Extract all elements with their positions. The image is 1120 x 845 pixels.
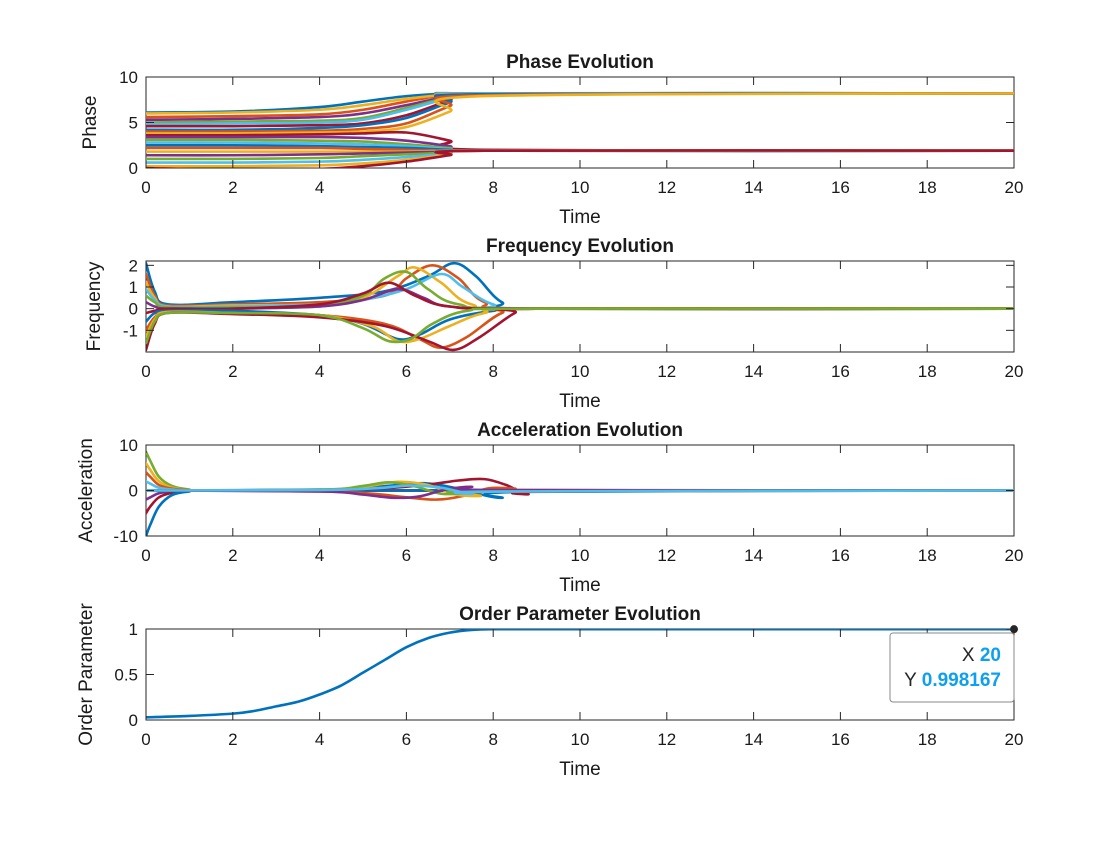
x-tick-label: 4 xyxy=(315,730,324,749)
x-tick-label: 0 xyxy=(141,178,150,197)
x-tick-label: 18 xyxy=(918,730,937,749)
y-tick-label: 10 xyxy=(119,68,138,87)
x-tick-label: 16 xyxy=(831,178,850,197)
subplot-4: 0 2 4 6 8 10 12 14 16 18 20 0 0.5 1 Order Parameter Ev… xyxy=(76,603,1023,780)
x-tick-label: 6 xyxy=(402,546,411,565)
y-axis-label: Acceleration xyxy=(76,438,97,543)
x-tick-label: 8 xyxy=(488,178,497,197)
data-tip-y-row: Y 0.998167 xyxy=(904,670,1001,691)
x-tick-label: 10 xyxy=(571,730,590,749)
y-tick-label: 2 xyxy=(129,256,138,275)
x-tick-label: 8 xyxy=(488,730,497,749)
x-tick-label: 4 xyxy=(315,178,324,197)
x-tick-label: 8 xyxy=(488,362,497,381)
data-tip-x-label: X xyxy=(962,645,980,666)
axes-frame xyxy=(145,628,1015,721)
x-tick-label: 8 xyxy=(488,546,497,565)
chart-title: Acceleration Evolution xyxy=(477,420,683,441)
y-tick-label: 1 xyxy=(129,278,138,297)
x-tick-label: 16 xyxy=(831,362,850,381)
series-group xyxy=(146,450,1014,536)
x-tick-label: 2 xyxy=(228,362,237,381)
y-tick-label: 0 xyxy=(129,159,138,178)
series-line-12 xyxy=(146,307,1014,345)
x-tick-label: 20 xyxy=(1005,730,1024,749)
x-tick-label: 16 xyxy=(831,730,850,749)
x-tick-label: 2 xyxy=(228,178,237,197)
chart-title: Order Parameter Evolution xyxy=(459,604,701,625)
y-axis-label: Phase xyxy=(80,96,101,150)
x-tick-label: 2 xyxy=(228,546,237,565)
x-tick-label: 20 xyxy=(1005,178,1024,197)
y-tick-label: 5 xyxy=(129,114,138,133)
x-tick-label: 6 xyxy=(402,730,411,749)
x-tick-label: 14 xyxy=(744,178,763,197)
data-tip[interactable]: X 20 Y 0.998167 xyxy=(889,625,1018,703)
series-line-22 xyxy=(146,149,1014,168)
chart-title: Frequency Evolution xyxy=(486,236,674,257)
series-group xyxy=(146,629,1014,719)
series-line-14 xyxy=(146,484,1014,496)
x-tick-label: 20 xyxy=(1005,362,1024,381)
x-tick-label: 18 xyxy=(918,362,937,381)
series-group xyxy=(146,261,1014,352)
y-tick-label: 1 xyxy=(129,620,138,639)
x-tick-label: 18 xyxy=(918,178,937,197)
data-tip-box xyxy=(889,632,1015,703)
data-tip-marker[interactable] xyxy=(1010,625,1018,634)
x-tick-label: 14 xyxy=(744,362,763,381)
chart-title: Phase Evolution xyxy=(506,52,654,73)
x-tick-label: 4 xyxy=(315,362,324,381)
x-tick-label: 10 xyxy=(571,546,590,565)
x-tick-label: 0 xyxy=(141,362,150,381)
data-tip-y-value: 0.998167 xyxy=(922,670,1001,691)
x-tick-label: 12 xyxy=(657,362,676,381)
x-tick-label: 4 xyxy=(315,546,324,565)
y-tick-label: -10 xyxy=(113,527,138,546)
x-tick-label: 14 xyxy=(744,730,763,749)
x-tick-label: 6 xyxy=(402,178,411,197)
x-tick-label: 12 xyxy=(657,178,676,197)
x-tick-label: 12 xyxy=(657,546,676,565)
x-tick-label: 6 xyxy=(402,362,411,381)
data-tip-y-label: Y xyxy=(904,670,922,691)
y-tick-label: 0 xyxy=(129,711,138,730)
series-line-10 xyxy=(146,92,1014,135)
y-tick-label: 10 xyxy=(119,436,138,455)
x-tick-label: 16 xyxy=(831,546,850,565)
series-line-1 xyxy=(146,629,1014,719)
x-tick-label: 10 xyxy=(571,178,590,197)
y-axis-label: Order Parameter xyxy=(76,603,97,746)
x-axis-label: Time xyxy=(559,391,601,412)
subplot-1: 0 2 4 6 8 10 12 14 16 18 20 0 5 10 Phase Evolution Time… xyxy=(80,52,1023,228)
y-tick-label: 0.5 xyxy=(114,666,138,685)
x-axis-label: Time xyxy=(559,207,601,228)
x-tick-label: 0 xyxy=(141,730,150,749)
series-group xyxy=(146,91,1014,168)
y-tick-label: 0 xyxy=(129,300,138,319)
y-tick-label: 0 xyxy=(129,482,138,501)
x-tick-label: 10 xyxy=(571,362,590,381)
x-axis-label: Time xyxy=(559,575,601,596)
x-tick-label: 18 xyxy=(918,546,937,565)
x-tick-label: 14 xyxy=(744,546,763,565)
y-tick-label: -1 xyxy=(123,321,138,340)
data-tip-x-value: 20 xyxy=(980,645,1001,666)
x-tick-label: 2 xyxy=(228,730,237,749)
x-tick-label: 0 xyxy=(141,546,150,565)
x-tick-label: 20 xyxy=(1005,546,1024,565)
x-tick-label: 12 xyxy=(657,730,676,749)
y-axis-label: Frequency xyxy=(84,261,105,351)
data-tip-x-row: X 20 xyxy=(962,645,1001,666)
x-axis-label: Time xyxy=(559,759,601,780)
